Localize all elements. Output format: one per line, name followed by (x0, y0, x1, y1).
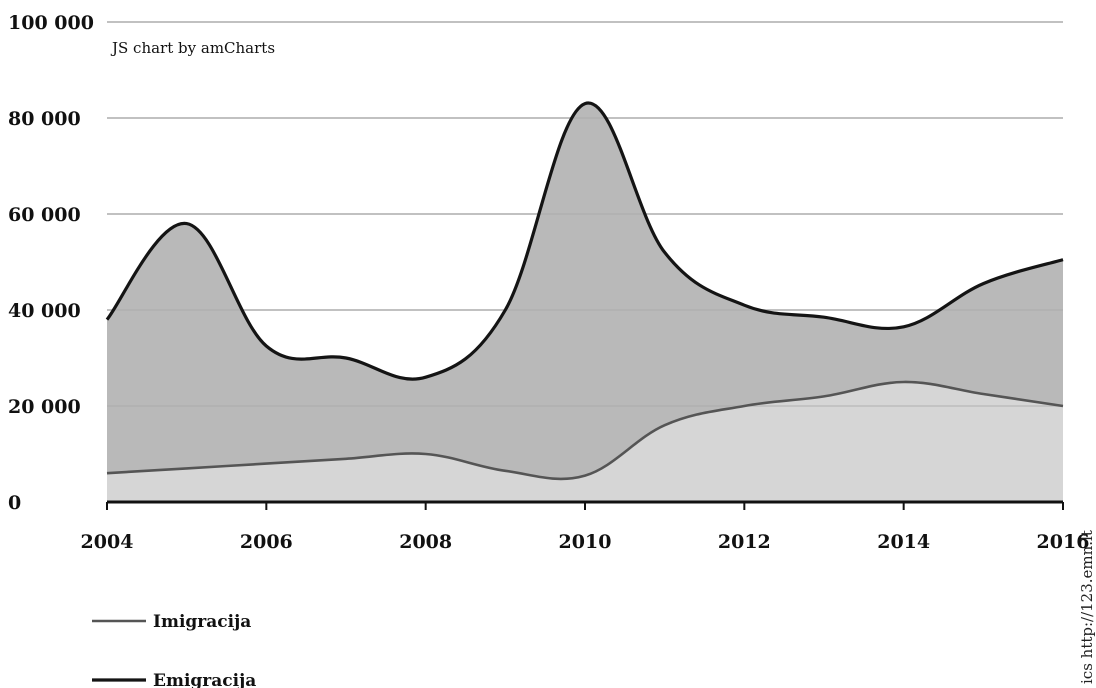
y-tick-label: 60 000 (8, 204, 81, 226)
legend-label-imigracija[interactable]: Imigracija (153, 612, 251, 632)
y-tick-label: 0 (8, 492, 21, 514)
watermark-text: ics http://123.emn.lt (1080, 530, 1096, 684)
x-tick-label: 2016 (1037, 531, 1090, 553)
legend: Imigracija Emigracija (92, 612, 256, 688)
x-tick-label: 2012 (718, 531, 771, 553)
y-tick-label: 80 000 (8, 108, 81, 130)
watermark: ics http://123.emn.lt (1080, 530, 1096, 684)
x-tick-label: 2008 (399, 531, 452, 553)
areas (107, 21, 1063, 502)
chart-credit[interactable]: JS chart by amCharts (110, 39, 275, 57)
series-line-imigracija[interactable] (106, 380, 1064, 481)
y-tick-label: 100 000 (8, 12, 94, 34)
series-lines (105, 101, 1064, 481)
x-tick-label: 2014 (877, 531, 930, 553)
y-tick-label: 20 000 (8, 396, 81, 418)
series-area-imigracija[interactable] (107, 381, 1063, 502)
x-tick-label: 2010 (559, 531, 612, 553)
axes: 0 20 000 40 000 60 000 80 000 100 000 2004 2006… (8, 12, 1089, 553)
x-tick-label: 2004 (81, 531, 134, 553)
y-tick-label: 40 000 (8, 300, 81, 322)
series-line-emigracija[interactable] (105, 101, 1064, 381)
legend-label-emigracija[interactable]: Emigracija (153, 671, 256, 688)
x-tick-label: 2006 (240, 531, 293, 553)
